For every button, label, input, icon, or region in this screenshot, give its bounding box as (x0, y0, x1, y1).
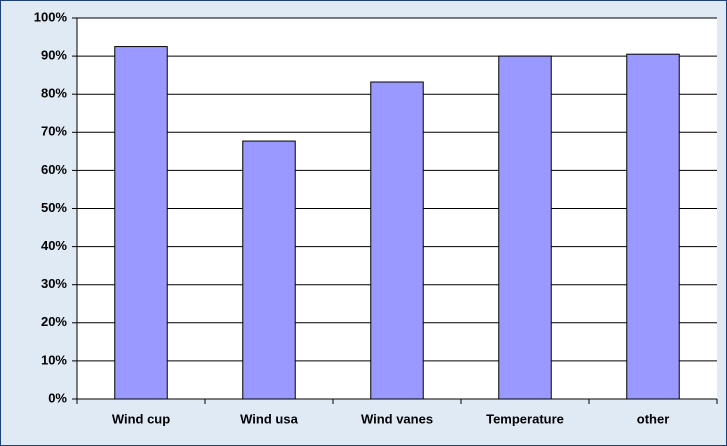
y-tick-label: 30% (41, 276, 67, 291)
x-tick-label: other (637, 411, 670, 426)
y-tick-label: 40% (41, 238, 67, 253)
y-tick-label: 60% (41, 162, 67, 177)
y-tick-label: 90% (41, 48, 67, 63)
bar (114, 46, 168, 400)
y-tick-label: 20% (41, 314, 67, 329)
x-tick-label: Wind cup (112, 411, 170, 426)
y-tick-label: 50% (41, 200, 67, 215)
x-tick-label: Wind usa (240, 411, 298, 426)
bar (626, 53, 680, 400)
y-tick-label: 80% (41, 86, 67, 101)
x-tick-label: Temperature (486, 411, 564, 426)
bar (242, 140, 296, 400)
y-tick-label: 0% (48, 390, 67, 405)
y-tick-label: 10% (41, 352, 67, 367)
bar (498, 55, 552, 400)
y-tick-label: 70% (41, 124, 67, 139)
x-tick-label: Wind vanes (361, 411, 433, 426)
bar (370, 81, 424, 400)
y-tick-label: 100% (34, 9, 68, 24)
